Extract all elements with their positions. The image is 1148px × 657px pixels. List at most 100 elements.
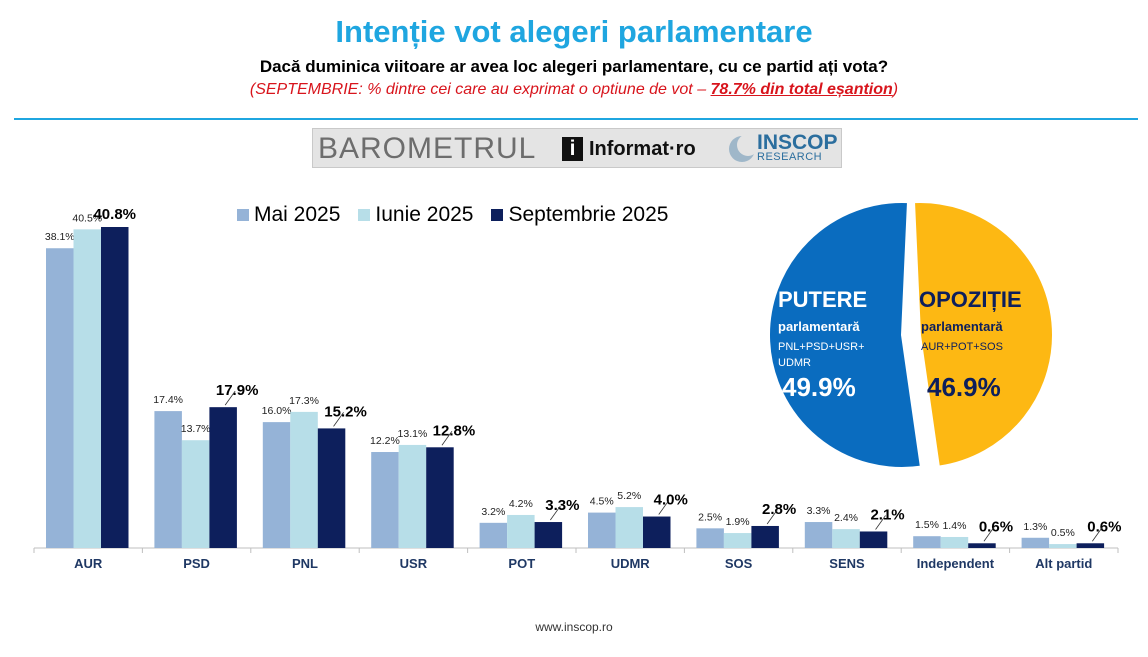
bar xyxy=(643,516,671,548)
label-leader-line xyxy=(1092,527,1103,542)
bar xyxy=(398,444,427,548)
pie-slice-putere xyxy=(768,201,923,469)
legend-label-iunie: Iunie 2025 xyxy=(375,203,474,226)
sample-note: (SEPTEMBRIE: % dintre cei care au exprim… xyxy=(0,81,1148,99)
data-label: 12.2% xyxy=(370,435,400,447)
legend-swatch-iunie xyxy=(358,209,371,221)
pie-label-putere-subtitle: parlamentară xyxy=(778,319,860,334)
label-leader-line xyxy=(333,412,344,427)
pie-label-opozitie-title: OPOZIȚIE xyxy=(919,287,1022,312)
legend-item-mai: Mai 2025 xyxy=(237,203,340,227)
legend-label-mai: Mai 2025 xyxy=(254,203,341,226)
chart-legend: Mai 2025 Iunie 2025 Septembrie 2025 xyxy=(237,202,686,228)
data-label: 16.0% xyxy=(262,405,292,417)
bar xyxy=(940,536,969,548)
data-label: 0.5% xyxy=(1051,527,1075,539)
bar xyxy=(101,227,129,548)
bar xyxy=(181,440,210,548)
x-tick-label: AUR xyxy=(74,556,103,571)
data-label: 2.4% xyxy=(834,512,858,524)
label-leader-line xyxy=(658,500,670,515)
x-tick-label: PSD xyxy=(183,556,210,571)
data-label: 2.8% xyxy=(762,501,796,518)
legend-swatch-septembrie xyxy=(491,209,504,221)
data-label: 40.5% xyxy=(72,212,102,224)
bar xyxy=(371,452,399,548)
legend-item-iunie: Iunie 2025 xyxy=(358,203,473,227)
barometer-logo-text: BAROMETRUL xyxy=(318,132,537,165)
data-label: 3.3% xyxy=(545,497,579,514)
informat-logo-icon: i xyxy=(562,137,583,161)
label-leader-line xyxy=(875,515,886,530)
pie-label-putere-value: 49.9% xyxy=(782,372,856,402)
label-leader-line xyxy=(441,431,453,446)
bar xyxy=(46,248,74,548)
sample-note-highlight: 78.7% din total eșantion xyxy=(710,81,893,98)
data-label: 17.3% xyxy=(289,395,319,407)
data-label: 4.0% xyxy=(654,492,688,509)
pie-slice-opozitie xyxy=(912,201,1054,468)
survey-question: Dacă duminica viitoare ar avea loc alege… xyxy=(259,57,889,76)
data-label: 17.4% xyxy=(153,394,183,406)
sample-note-text: (SEPTEMBRIE: % dintre cei care au exprim… xyxy=(249,81,711,98)
bar xyxy=(507,514,535,548)
x-tick-label: PNL xyxy=(292,556,318,571)
bar xyxy=(913,536,941,548)
x-tick-label: USR xyxy=(400,556,428,571)
data-label: 0.6% xyxy=(979,518,1013,535)
data-label: 0.6% xyxy=(1087,518,1121,535)
footer-url[interactable]: www.inscop.ro xyxy=(535,620,613,634)
x-tick-label: Alt partid xyxy=(1035,556,1092,571)
pie-label-opozitie-parties: AUR+POT+SOS xyxy=(921,341,1003,353)
data-label: 15.2% xyxy=(324,403,367,420)
data-label: 1.4% xyxy=(942,520,966,532)
x-tick-label: UDMR xyxy=(611,556,651,571)
bar xyxy=(1076,543,1105,548)
chart-title: Intenție vot alegeri parlamentare xyxy=(335,14,813,49)
bar xyxy=(479,522,508,548)
label-leader-line xyxy=(766,509,778,525)
label-leader-line xyxy=(224,390,236,406)
bar xyxy=(859,531,888,548)
bar xyxy=(534,522,563,548)
legend-swatch-mai xyxy=(237,209,249,221)
pie-label-opozitie-subtitle: parlamentară xyxy=(921,319,1003,334)
data-label: 5.2% xyxy=(617,490,641,502)
bar xyxy=(751,525,779,548)
bar xyxy=(804,522,833,548)
data-label: 3.3% xyxy=(807,505,831,517)
data-label: 17.9% xyxy=(216,382,259,399)
bar xyxy=(696,528,724,548)
pie-label-putere-parties2: UDMR xyxy=(778,357,811,369)
bar xyxy=(832,529,860,548)
bar xyxy=(290,411,318,548)
data-label: 1.5% xyxy=(915,519,939,531)
data-label: 13.1% xyxy=(398,428,428,440)
bar xyxy=(262,422,291,548)
pie-label-putere-title: PUTERE xyxy=(778,287,867,312)
data-label: 4.2% xyxy=(509,498,533,510)
data-label: 1.3% xyxy=(1023,521,1047,533)
x-tick-label: SOS xyxy=(725,556,753,571)
informat-logo-text: Informat·ro xyxy=(589,138,696,160)
bar xyxy=(317,428,346,548)
bar xyxy=(209,407,237,548)
barometer-logo-banner: BAROMETRUL i Informat·ro INSCOP RESEARCH xyxy=(312,128,842,168)
pie-label-putere-parties: PNL+PSD+USR+ xyxy=(778,341,865,353)
sample-note-end: ) xyxy=(892,81,899,98)
legend-item-septembrie: Septembrie 2025 xyxy=(491,203,668,227)
bar xyxy=(723,533,752,548)
x-tick-label: Independent xyxy=(917,556,995,571)
bar xyxy=(426,447,454,548)
x-tick-label: SENS xyxy=(829,556,865,571)
inscop-logo-icon xyxy=(729,134,759,162)
inscop-logo-text: INSCOP xyxy=(757,131,838,154)
label-leader-line xyxy=(983,527,995,542)
bar xyxy=(615,507,643,548)
legend-label-septembrie: Septembrie 2025 xyxy=(508,203,669,226)
data-label: 13.7% xyxy=(181,423,211,435)
data-label: 38.1% xyxy=(45,231,75,243)
data-label: 4.5% xyxy=(590,496,614,508)
data-label: 2.1% xyxy=(870,506,904,523)
